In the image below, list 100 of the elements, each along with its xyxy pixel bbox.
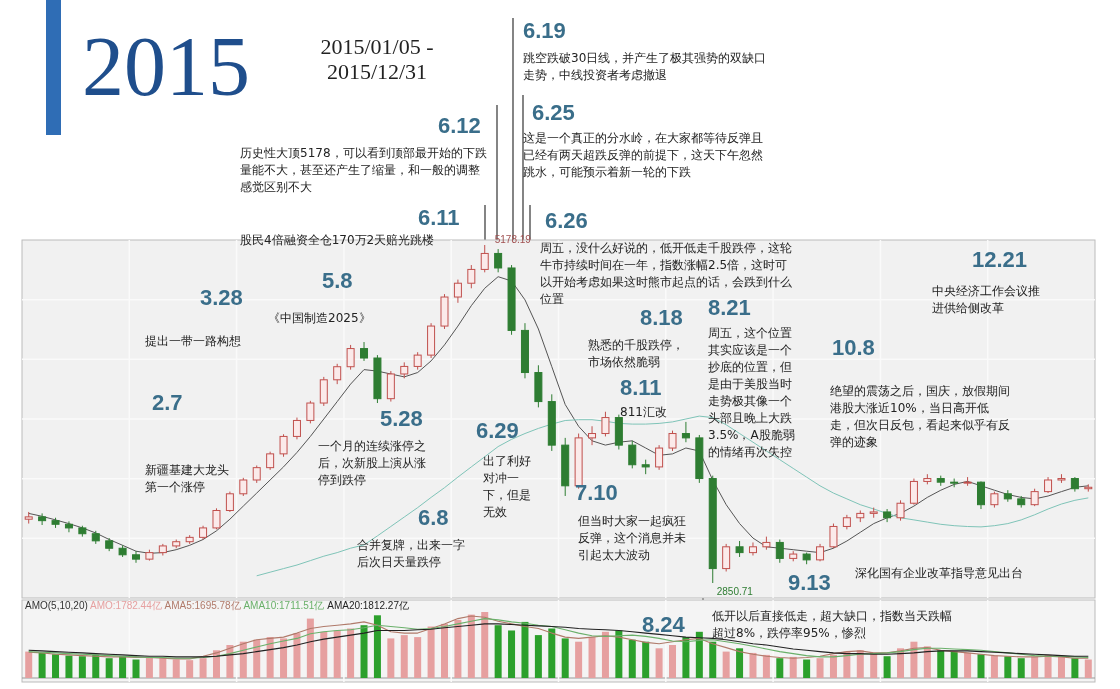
bar (682, 637, 690, 678)
annotation: 但当时大家一起疯狂反弹，这个消息并未引起太大波动 (578, 513, 687, 564)
bar (481, 612, 489, 678)
bar (749, 652, 757, 678)
bar (38, 652, 46, 678)
bar (280, 638, 288, 678)
annotation: 深化国有企业改革指导意见出台 (855, 565, 1024, 582)
bar (829, 654, 837, 678)
text: 6.25 (532, 100, 575, 126)
bar (105, 658, 113, 678)
annotation: 周五，这个位置其实应该是一个抄底的位置，但是由于美股当时走势极其像一个头部且晚上大跌3.5%，A股脆弱的情绪再次失控 (708, 325, 796, 461)
bar (709, 641, 717, 678)
bar (534, 635, 542, 678)
candlestick (225, 491, 234, 513)
bar (78, 656, 86, 678)
bar (320, 631, 328, 678)
candlestick (681, 421, 690, 443)
annotation: 6.8 (418, 505, 449, 531)
bar (400, 635, 408, 678)
bar (762, 654, 770, 678)
bar (736, 648, 744, 678)
text: 6.12 (438, 113, 481, 139)
bar (923, 646, 931, 678)
bar (454, 619, 462, 678)
bar (964, 652, 972, 678)
bar (950, 651, 958, 678)
candlestick (239, 477, 248, 497)
bar (25, 651, 33, 678)
annotation: 12.21 (972, 247, 1028, 273)
annotation: 一个月的连续涨停之后，次新股上演从涨停到跌停 (318, 438, 427, 489)
bar (977, 654, 985, 678)
bar (186, 660, 194, 678)
annotation: 低开以后直接低走，超大缺口，指数当天跌幅超过8%，跌停率95%，惨烈 (712, 608, 953, 642)
bar (92, 654, 100, 678)
text: AMA10:1711.51亿 (243, 600, 328, 611)
candlestick (346, 344, 355, 371)
candlestick (64, 520, 73, 533)
bar (1071, 658, 1079, 678)
bar (695, 631, 703, 678)
bar (467, 614, 475, 678)
annotation: 7.10 (575, 480, 618, 506)
bar (199, 658, 207, 678)
bar (1044, 654, 1052, 678)
candlestick (319, 376, 328, 407)
candlestick (829, 523, 838, 549)
bar (521, 621, 529, 678)
bar (575, 641, 583, 678)
annotation: 出了利好对冲一下，但是无效 (483, 453, 532, 521)
bar (440, 623, 448, 678)
annotation: 811汇改 (620, 404, 668, 421)
annotation: 3.28 (200, 285, 243, 311)
bar (870, 652, 878, 678)
candlestick (896, 499, 905, 522)
bar (628, 639, 636, 678)
text: AMA5:1695.78亿 (164, 600, 244, 611)
bar (132, 659, 140, 678)
annotation: 5.8 (322, 268, 353, 294)
annotation: 提出一带一路构想 (145, 333, 242, 350)
candlestick (588, 425, 597, 446)
bar (1031, 656, 1039, 678)
bar (373, 615, 381, 678)
candlestick (279, 433, 288, 458)
candlestick (628, 440, 637, 469)
text: 6.19 (523, 18, 566, 44)
candlestick (775, 539, 784, 564)
annotation: 6.29 (476, 418, 519, 444)
bar (145, 656, 153, 678)
bar (253, 639, 261, 678)
bar (601, 631, 609, 678)
annotation: 中央经济工作会议推进供给侧改革 (932, 283, 1041, 317)
bar (990, 655, 998, 678)
candlestick (494, 248, 503, 273)
text: 跳空跌破30日线，并产生了极其强势的双缺口走势，中线投资者考虑撤退 (523, 50, 768, 84)
annotation: 2.7 (152, 390, 183, 416)
bar (789, 656, 797, 678)
bar (508, 630, 516, 678)
bar (1057, 656, 1065, 678)
bar (266, 637, 274, 678)
annotation: 绝望的震荡之后，国庆，放假期间港股大涨近10%，当日高开低走，但次日反包，看起来似乎有反弹的迹象 (830, 383, 1011, 451)
annotation: 9.13 (788, 570, 831, 596)
text: 6.26 (545, 208, 588, 234)
candlestick (266, 451, 275, 471)
text: 这是一个真正的分水岭，在大家都等待反弹且已经有两天超跌反弹的前提下，这天下午忽然跳水，可能预示着新一轮的下跌 (523, 130, 764, 181)
bar (588, 637, 596, 678)
text: 历史性大顶5178，可以看到顶部最开始的下跌量能不大，甚至还产生了缩量，和一般的调整感觉区别不大 (240, 145, 488, 196)
bar (776, 658, 784, 678)
text: 6.11 (418, 205, 460, 231)
bar (1084, 659, 1092, 678)
bar (306, 618, 314, 678)
candlestick (132, 550, 141, 564)
candlestick (38, 512, 47, 526)
candlestick (909, 478, 918, 506)
chart-title: 2015 (82, 19, 250, 115)
bar (387, 638, 395, 678)
text: 2850.71 (716, 586, 754, 597)
annotation: 8.18 (640, 305, 683, 331)
annotation: 8.11 (620, 375, 662, 401)
candlestick (655, 444, 664, 471)
bar (414, 637, 422, 678)
bar (615, 630, 623, 678)
